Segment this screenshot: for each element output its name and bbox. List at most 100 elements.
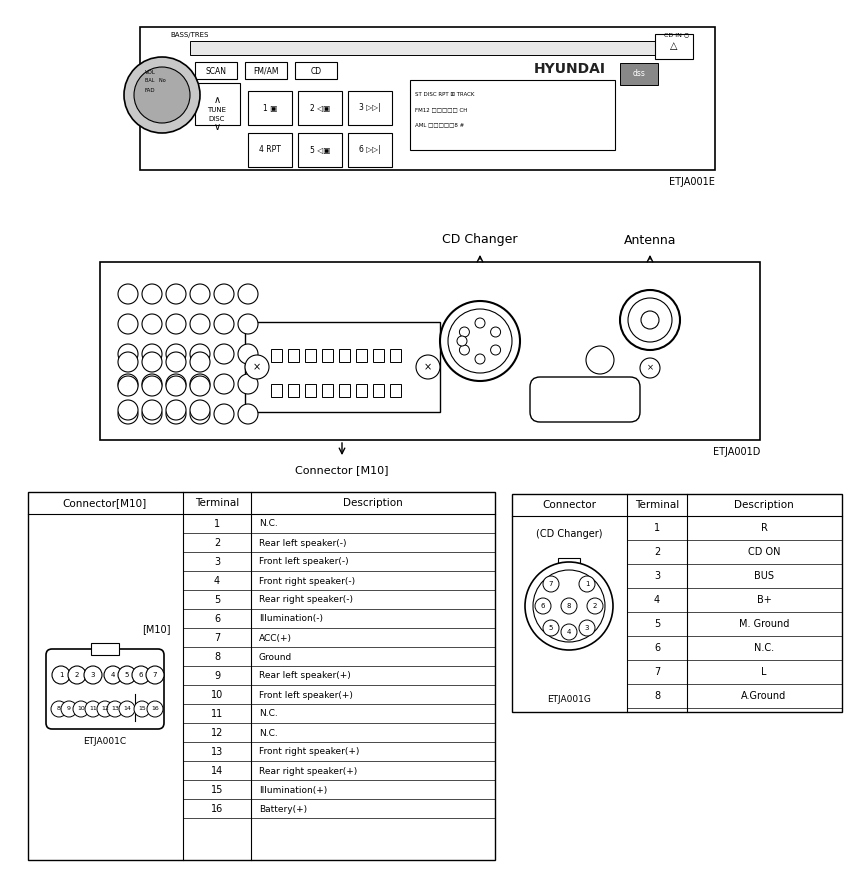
Text: Front right speaker(-): Front right speaker(-) xyxy=(258,577,355,586)
Circle shape xyxy=(142,344,162,364)
Text: BASS/TRES: BASS/TRES xyxy=(171,32,209,38)
Circle shape xyxy=(134,67,189,123)
Text: 13: 13 xyxy=(211,747,223,757)
Circle shape xyxy=(118,344,138,364)
Circle shape xyxy=(490,327,500,337)
Circle shape xyxy=(586,598,602,614)
Bar xyxy=(194,83,240,125)
Circle shape xyxy=(119,701,135,717)
Bar xyxy=(373,384,384,397)
Bar xyxy=(247,133,292,167)
Circle shape xyxy=(147,701,163,717)
Circle shape xyxy=(560,598,577,614)
Text: 13: 13 xyxy=(111,706,119,712)
Text: ETJA001E: ETJA001E xyxy=(669,177,714,187)
Bar xyxy=(654,34,692,59)
Text: TUNE: TUNE xyxy=(207,107,226,113)
Circle shape xyxy=(118,376,138,396)
Text: FAD: FAD xyxy=(145,87,155,93)
Text: ETJA001D: ETJA001D xyxy=(711,447,759,457)
Text: 6: 6 xyxy=(653,643,659,653)
Circle shape xyxy=(560,624,577,640)
Text: 7: 7 xyxy=(213,633,220,643)
Text: 1 ▣: 1 ▣ xyxy=(263,103,277,113)
Text: N.C.: N.C. xyxy=(753,643,773,653)
Bar xyxy=(322,349,333,362)
Text: Illumination(-): Illumination(-) xyxy=(258,615,322,624)
Circle shape xyxy=(142,314,162,334)
Circle shape xyxy=(124,57,200,133)
Text: 6: 6 xyxy=(214,614,220,624)
Bar xyxy=(390,349,401,362)
Text: 4 RPT: 4 RPT xyxy=(258,146,281,154)
Text: Connector [M10]: Connector [M10] xyxy=(295,465,388,475)
Circle shape xyxy=(439,301,519,381)
Circle shape xyxy=(97,701,113,717)
Circle shape xyxy=(238,344,258,364)
Circle shape xyxy=(146,666,164,684)
Circle shape xyxy=(214,314,234,334)
Circle shape xyxy=(142,400,162,420)
Text: VOL: VOL xyxy=(145,70,156,74)
Circle shape xyxy=(639,358,659,378)
Circle shape xyxy=(134,701,150,717)
Circle shape xyxy=(165,344,186,364)
Bar xyxy=(247,91,292,125)
Text: 2: 2 xyxy=(213,538,220,548)
Bar xyxy=(270,384,281,397)
Text: 5: 5 xyxy=(125,672,129,678)
Circle shape xyxy=(214,404,234,424)
Text: 4: 4 xyxy=(566,629,571,635)
Text: 3 ▷▷|: 3 ▷▷| xyxy=(359,103,380,113)
Circle shape xyxy=(153,73,171,91)
Bar xyxy=(409,80,614,150)
Text: 2: 2 xyxy=(75,672,79,678)
Bar xyxy=(100,262,759,440)
Circle shape xyxy=(142,352,162,372)
Circle shape xyxy=(189,352,210,372)
Text: 8: 8 xyxy=(566,603,571,609)
Text: AML □□□□□8 #: AML □□□□□8 # xyxy=(415,123,464,128)
Text: Terminal: Terminal xyxy=(194,498,239,508)
Text: ×: × xyxy=(252,362,261,372)
Circle shape xyxy=(189,374,210,394)
Text: (CD Changer): (CD Changer) xyxy=(535,529,601,539)
Circle shape xyxy=(118,284,138,304)
Circle shape xyxy=(118,400,138,420)
Text: SCAN: SCAN xyxy=(206,66,226,76)
Text: △: △ xyxy=(670,41,677,51)
Text: FM/AM: FM/AM xyxy=(253,66,278,76)
Circle shape xyxy=(165,374,186,394)
Circle shape xyxy=(104,666,122,684)
Circle shape xyxy=(142,404,162,424)
Circle shape xyxy=(459,327,469,337)
Text: BUS: BUS xyxy=(753,571,773,581)
Text: 1: 1 xyxy=(653,523,659,533)
Bar xyxy=(305,384,316,397)
Circle shape xyxy=(189,284,210,304)
Text: 11: 11 xyxy=(89,706,96,712)
Circle shape xyxy=(214,344,234,364)
Bar xyxy=(287,349,299,362)
Circle shape xyxy=(245,355,269,379)
Text: Rear left speaker(+): Rear left speaker(+) xyxy=(258,671,351,681)
Text: 9: 9 xyxy=(67,706,71,712)
Bar xyxy=(305,349,316,362)
Text: 1: 1 xyxy=(214,519,220,529)
Text: ST DISC RPT ⊞ TRACK: ST DISC RPT ⊞ TRACK xyxy=(415,93,473,98)
Circle shape xyxy=(543,576,559,592)
Text: 4: 4 xyxy=(111,672,115,678)
Text: 3: 3 xyxy=(214,557,220,567)
Circle shape xyxy=(459,345,469,355)
Text: 3: 3 xyxy=(90,672,96,678)
Bar xyxy=(557,558,579,572)
Circle shape xyxy=(165,404,186,424)
Circle shape xyxy=(107,701,123,717)
Text: 14: 14 xyxy=(123,706,131,712)
Circle shape xyxy=(415,355,439,379)
Text: HYUNDAI: HYUNDAI xyxy=(533,62,606,76)
Bar xyxy=(390,384,401,397)
Text: CD: CD xyxy=(310,66,322,76)
Bar xyxy=(28,492,495,860)
Text: 10: 10 xyxy=(77,706,84,712)
